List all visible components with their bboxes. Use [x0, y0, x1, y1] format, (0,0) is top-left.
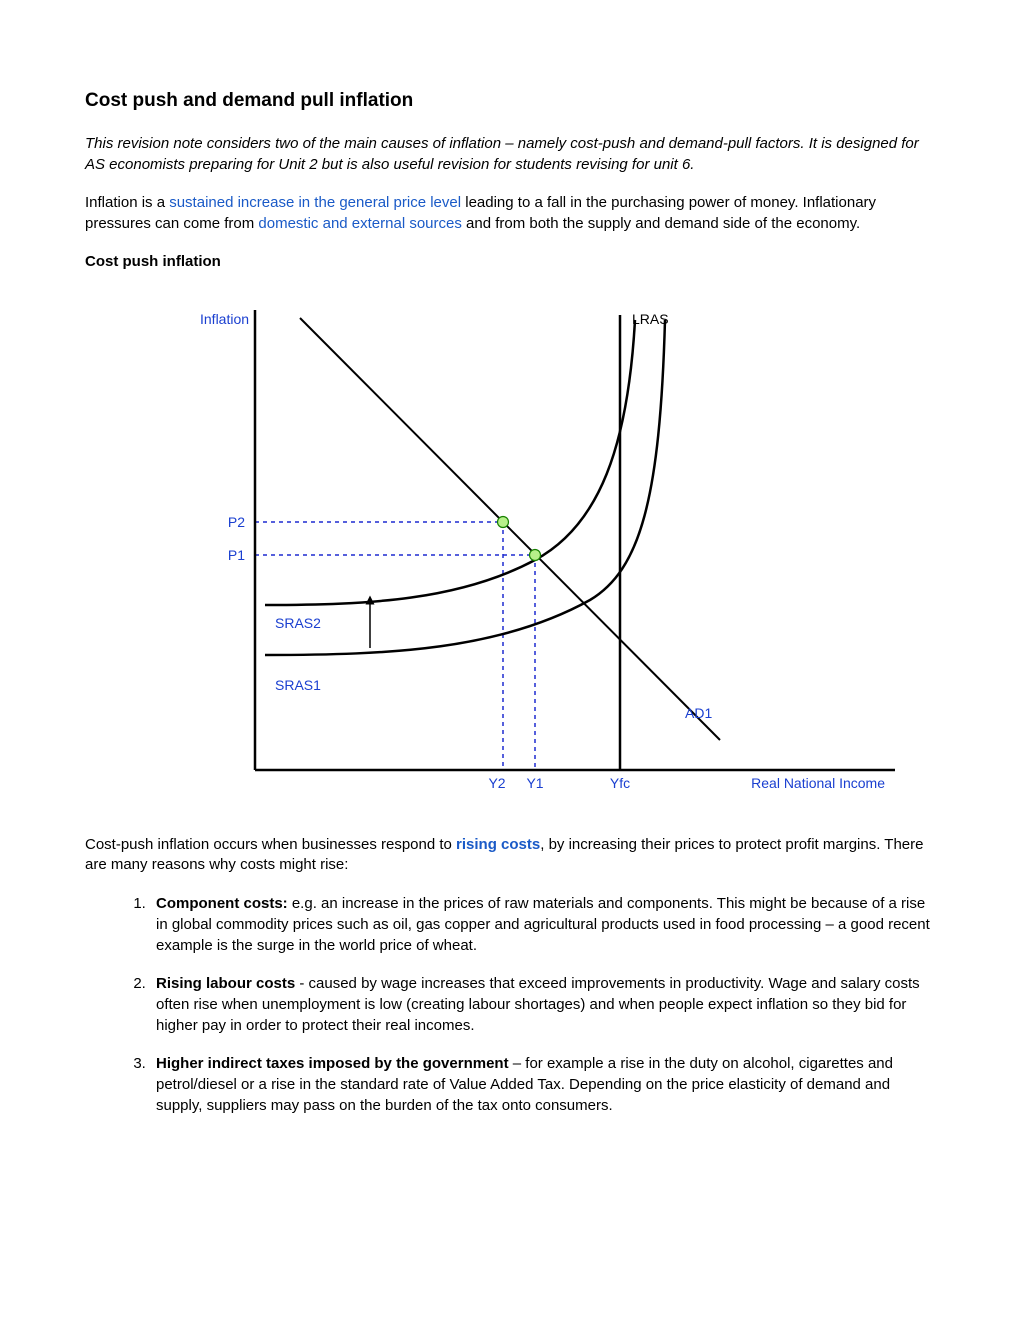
svg-text:Inflation: Inflation	[200, 311, 249, 327]
svg-text:P2: P2	[228, 514, 245, 530]
link-domestic-external[interactable]: domestic and external sources	[258, 215, 461, 232]
svg-text:Real National Income: Real National Income	[751, 775, 885, 791]
link-sustained-increase[interactable]: sustained increase in the general price …	[169, 194, 461, 211]
list-item-bold: Component costs:	[156, 895, 288, 912]
reasons-list: Component costs: e.g. an increase in the…	[85, 894, 935, 1116]
cost-push-diagram: Inflation LRAS SRAS1 SRAS2 AD1 P1 P2 Y1 Y2 Yfc Rea…	[130, 300, 935, 805]
svg-text:LRAS: LRAS	[632, 311, 669, 327]
intro-paragraph: This revision note considers two of the …	[85, 134, 935, 175]
text-run: Inflation is a	[85, 194, 169, 211]
svg-text:Yfc: Yfc	[610, 775, 630, 791]
svg-text:Y1: Y1	[526, 775, 543, 791]
svg-text:SRAS2: SRAS2	[275, 615, 321, 631]
text-run: and from both the supply and demand side…	[462, 215, 860, 232]
cost-push-paragraph: Cost-push inflation occurs when business…	[85, 835, 935, 876]
section-heading: Cost push inflation	[85, 253, 935, 270]
link-rising-costs[interactable]: rising costs	[456, 836, 540, 853]
list-item: Component costs: e.g. an increase in the…	[150, 894, 935, 956]
page-title: Cost push and demand pull inflation	[85, 90, 935, 112]
list-item-bold: Higher indirect taxes imposed by the gov…	[156, 1055, 509, 1072]
definition-paragraph: Inflation is a sustained increase in the…	[85, 193, 935, 234]
svg-text:SRAS1: SRAS1	[275, 677, 321, 693]
svg-text:P1: P1	[228, 547, 245, 563]
list-item: Rising labour costs - caused by wage inc…	[150, 974, 935, 1036]
svg-text:AD1: AD1	[685, 705, 712, 721]
svg-text:Y2: Y2	[488, 775, 505, 791]
list-item-bold: Rising labour costs	[156, 975, 295, 992]
list-item: Higher indirect taxes imposed by the gov…	[150, 1054, 935, 1116]
text-run: Cost-push inflation occurs when business…	[85, 836, 456, 853]
chart-svg: Inflation LRAS SRAS1 SRAS2 AD1 P1 P2 Y1 Y2 Yfc Rea…	[130, 300, 910, 800]
